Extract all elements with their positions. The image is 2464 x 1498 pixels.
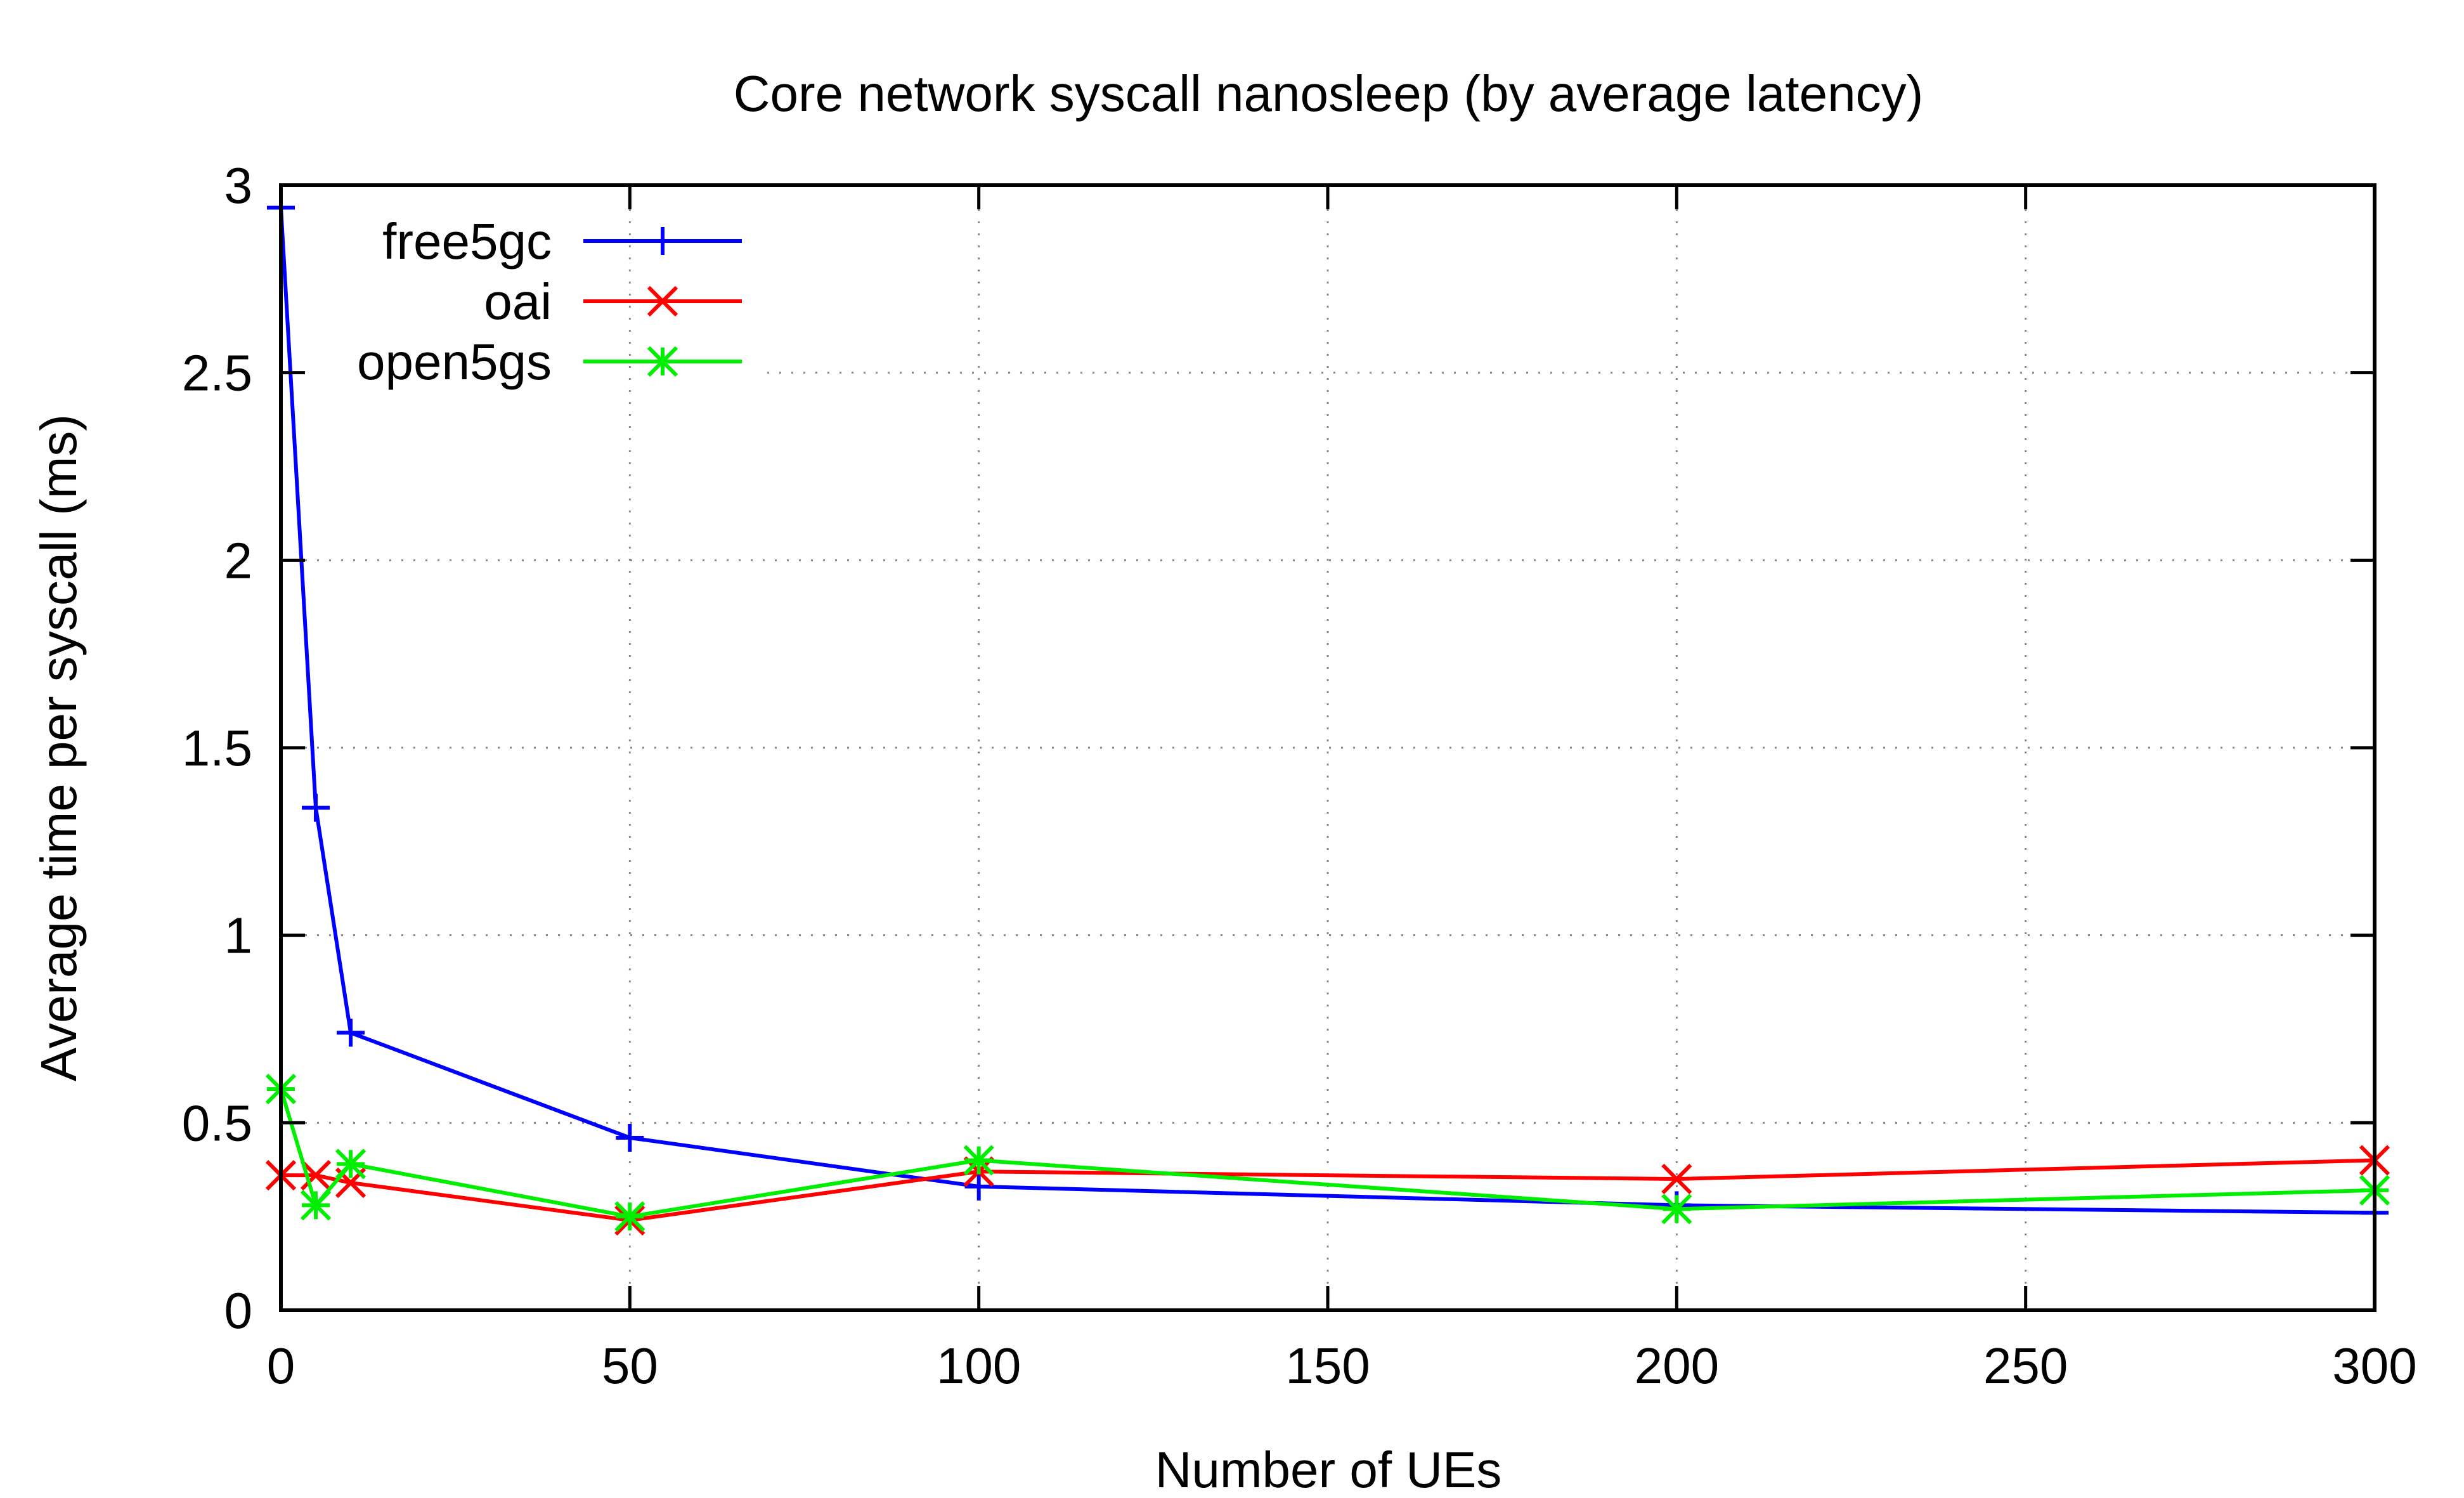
x-tick-label: 50: [602, 1338, 658, 1394]
data-point-oai: [300, 1159, 332, 1191]
series-line-free5gc: [279, 207, 2375, 1215]
y-tick-label: 3: [224, 157, 253, 214]
x-tick-label: 150: [1285, 1338, 1370, 1394]
x-tick-label: 250: [1983, 1338, 2068, 1394]
chart-title: Core network syscall nanosleep (by avera…: [734, 65, 1923, 122]
y-tick-label: 2: [224, 532, 253, 589]
legend-marker: [647, 285, 678, 317]
x-tick-label: 0: [267, 1338, 295, 1394]
legend-item-free5gc: free5gc: [382, 213, 742, 270]
x-axis-label: Number of UEs: [1155, 1442, 1502, 1498]
y-tick-label: 2.5: [182, 345, 252, 401]
series-free5gc: [267, 193, 2389, 1227]
data-point-free5gc: [964, 1172, 993, 1201]
y-tick-label: 1: [224, 908, 253, 964]
series-oai: [265, 1145, 2390, 1236]
series-open5gs: [265, 1073, 2390, 1232]
legend-label: free5gc: [382, 213, 552, 270]
data-point-free5gc: [302, 793, 330, 822]
y-tick-label: 0.5: [182, 1095, 252, 1151]
legend-label: oai: [484, 273, 552, 330]
data-point-open5gs: [963, 1145, 994, 1176]
data-point-free5gc: [616, 1123, 644, 1152]
y-axis-label: Average time per syscall (ms): [30, 414, 87, 1081]
data-point-open5gs: [300, 1190, 332, 1221]
data-point-open5gs: [614, 1201, 645, 1232]
y-tick-label: 1.5: [182, 720, 252, 776]
legend-item-oai: oai: [484, 273, 742, 330]
legend-item-open5gs: open5gs: [357, 334, 742, 390]
legend-label: open5gs: [357, 334, 552, 390]
legend-marker: [649, 227, 677, 255]
data-point-open5gs: [335, 1149, 366, 1180]
data-point-free5gc: [337, 1019, 365, 1047]
x-tick-label: 300: [2332, 1338, 2416, 1394]
legend-marker: [647, 346, 678, 377]
y-tick-label: 0: [224, 1282, 253, 1339]
axis-ticks: 0 50 100 150 200 250 300 0 0.5 1 1.5 2 2.5 3: [182, 157, 2417, 1394]
plot-series: [265, 193, 2390, 1236]
x-tick-label: 200: [1635, 1338, 1719, 1394]
data-point-oai: [1661, 1163, 1692, 1195]
x-tick-label: 100: [937, 1338, 1021, 1394]
grid: [281, 185, 2375, 1310]
data-point-open5gs: [1661, 1194, 1692, 1225]
